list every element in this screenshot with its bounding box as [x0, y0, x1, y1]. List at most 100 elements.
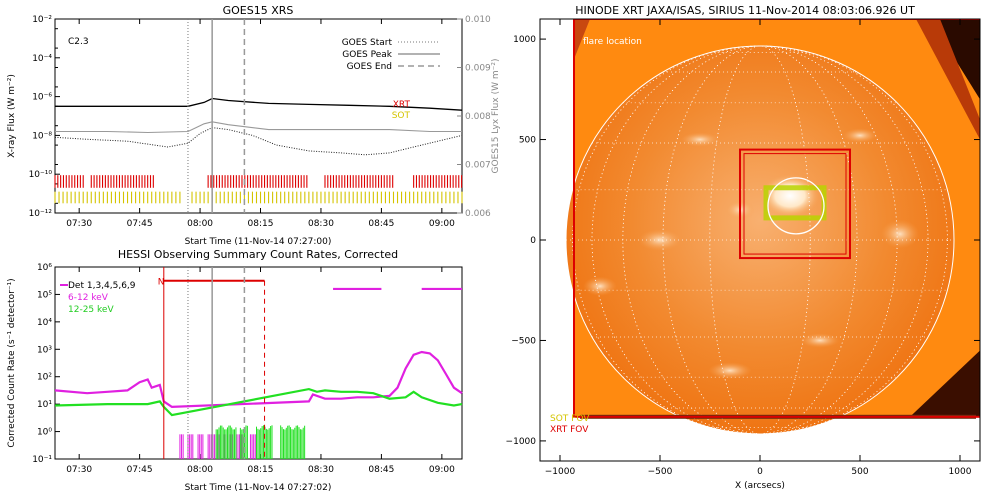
goes-y2tick-label: 0.009: [465, 64, 491, 74]
goes-series-line-0: [55, 97, 463, 111]
hessi-ytick-label: 10⁶: [37, 263, 52, 273]
goes-y2label: GOES15 Lyx Flux (W m⁻²): [491, 59, 501, 174]
flare-class-label: C2.3: [68, 37, 89, 47]
bright-region-7: [800, 333, 840, 348]
goes-series: [54, 97, 463, 156]
hessi-ylabel: Corrected Count Rate (s⁻¹ detector⁻¹): [7, 278, 17, 447]
legend-sot: SOT: [392, 111, 411, 121]
goes-event-lines: [187, 19, 246, 213]
xrt-xtick-label: 0: [757, 467, 763, 477]
longitude-line: [572, 45, 948, 435]
goes-ylabel: X-ray Flux (W m⁻²): [7, 74, 17, 158]
solar-disk: [566, 46, 954, 434]
hessi-ytick-label: 10⁻¹: [32, 455, 52, 465]
bright-region-0: [583, 276, 617, 296]
goes-xtick-label: 08:45: [368, 219, 394, 229]
goes-series-line-1: [55, 121, 462, 134]
dim-corner-tr: [916, 19, 980, 140]
hessi-panel: HESSI Observing Summary Count Rates, Cor…: [7, 248, 463, 493]
hessi-series: [54, 350, 463, 417]
goes-y2tick-label: 0.006: [465, 209, 491, 219]
goes-ytick-label: 10⁻¹²: [29, 209, 53, 219]
xrt-fov-box: [573, 19, 980, 418]
xrt-ytick-label: 500: [519, 136, 536, 146]
goes-ytick-label: 10⁻⁴: [32, 54, 52, 64]
goes-y2tick-label: 0.010: [465, 15, 491, 25]
goes-ytick-label: 10⁻¹⁰: [29, 170, 53, 180]
goes-xlabel: Start Time (11-Nov-14 07:27:00): [185, 237, 332, 247]
dim-corner-tl: [574, 19, 590, 60]
xrt-fov-label: XRT FOV: [550, 425, 589, 435]
xrt-xtick-label: 1000: [949, 467, 972, 477]
solar-image-layer: [565, 19, 980, 435]
xrt-xlabel: X (arcsecs): [735, 481, 785, 491]
hessi-xtick-label: 07:30: [66, 465, 92, 475]
hessi-ytick-label: 10¹: [37, 400, 52, 410]
goes-panel: GOES15 XRS 07:30 07:45 08:00 08:15 08:30 08:4…: [7, 4, 501, 247]
hessi-axis-ticks: 07:30 07:45 08:00 08:15 08:30 08:45 09:00 10⁶ 10…: [32, 263, 455, 475]
goes-xtick-label: 07:45: [127, 219, 153, 229]
legend-goes-start: GOES Start: [342, 38, 393, 48]
xrt-xtick-label: −500: [648, 467, 673, 477]
hessi-ytick-label: 10³: [37, 345, 52, 355]
goes-xtick-label: 08:00: [187, 219, 213, 229]
legend-12-25kev: 12-25 keV: [68, 305, 114, 315]
goes-coverage-bars: [54, 175, 463, 204]
legend-6-12kev: 6-12 keV: [68, 293, 109, 303]
bright-region-5: [843, 128, 877, 143]
legend-xrt: XRT: [393, 100, 411, 110]
goes-y2tick-label: 0.008: [465, 112, 491, 122]
xrt-ytick-label: −1000: [506, 437, 537, 447]
goes-title: GOES15 XRS: [223, 4, 294, 17]
goes-y2tick-label: 0.007: [465, 161, 491, 171]
xrt-panel: HINODE XRT JAXA/ISAS, SIRIUS 11-Nov-2014…: [506, 4, 981, 491]
hessi-xtick-label: 08:30: [308, 465, 334, 475]
xrt-image: [540, 19, 980, 461]
goes-ytick-label: 10⁻⁶: [32, 93, 52, 103]
flare-location-label: flare location: [583, 37, 642, 47]
hessi-xtick-label: 08:45: [368, 465, 394, 475]
xrt-xtick-label: −1000: [545, 467, 576, 477]
hessi-ytick-label: 10⁵: [37, 290, 52, 300]
xrt-ytick-label: −500: [511, 336, 536, 346]
xrt-xtick-label: 500: [851, 467, 868, 477]
hessi-night-marker: N: [158, 278, 165, 288]
xrt-ytick-label: 1000: [513, 35, 536, 45]
xrt-ytick-label: 0: [530, 236, 536, 246]
hessi-ytick-label: 10⁰: [37, 428, 52, 438]
solar-limb: [565, 45, 955, 435]
legend-det: Det 1,3,4,5,6,9: [68, 281, 136, 291]
flare-box-inner: [743, 153, 847, 255]
dark-corner-br: [910, 350, 980, 417]
xrt-axis-ticks: −1000 −500 0 500 1000 −1000 −500 0 500 1000: [506, 19, 980, 477]
longitude-line: [622, 45, 898, 435]
hessi-plot-frame: [54, 266, 463, 460]
hessi-ytick-label: 10⁴: [37, 318, 52, 328]
legend-goes-peak: GOES Peak: [342, 50, 392, 60]
goes-legend: GOES Start GOES Peak GOES End: [342, 38, 440, 72]
goes-axis-ticks: 07:30 07:45 08:00 08:15 08:30 08:45 09:00 10⁻² 1…: [29, 15, 491, 229]
hessi-series-line-1: [54, 387, 463, 417]
goes-xtick-label: 08:15: [248, 219, 274, 229]
hessi-xtick-label: 09:00: [429, 465, 455, 475]
bright-region-4: [680, 132, 720, 147]
hessi-ytick-label: 10²: [37, 373, 52, 383]
sot-fov-label: SOT FOV: [550, 414, 590, 424]
flare-location-circle: [767, 177, 825, 235]
goes-ytick-label: 10⁻²: [32, 15, 52, 25]
xrt-title: HINODE XRT JAXA/ISAS, SIRIUS 11-Nov-2014…: [575, 4, 915, 17]
hessi-event-lines: N: [158, 267, 462, 459]
hessi-series-line-0: [54, 350, 463, 409]
goes-ytick-label: 10⁻⁸: [32, 131, 52, 141]
bright-region-3: [880, 219, 920, 249]
goes-xtick-label: 07:30: [66, 219, 92, 229]
hessi-gap-bars: [179, 425, 306, 459]
flare-core: [760, 173, 820, 218]
hessi-title: HESSI Observing Summary Count Rates, Cor…: [118, 248, 398, 261]
hessi-xlabel: Start Time (11-Nov-14 07:27:02): [185, 483, 332, 493]
bright-region-6: [708, 362, 752, 379]
goes-xtick-label: 08:30: [308, 219, 334, 229]
goes-xtick-label: 09:00: [429, 219, 455, 229]
hessi-xtick-label: 07:45: [127, 465, 153, 475]
